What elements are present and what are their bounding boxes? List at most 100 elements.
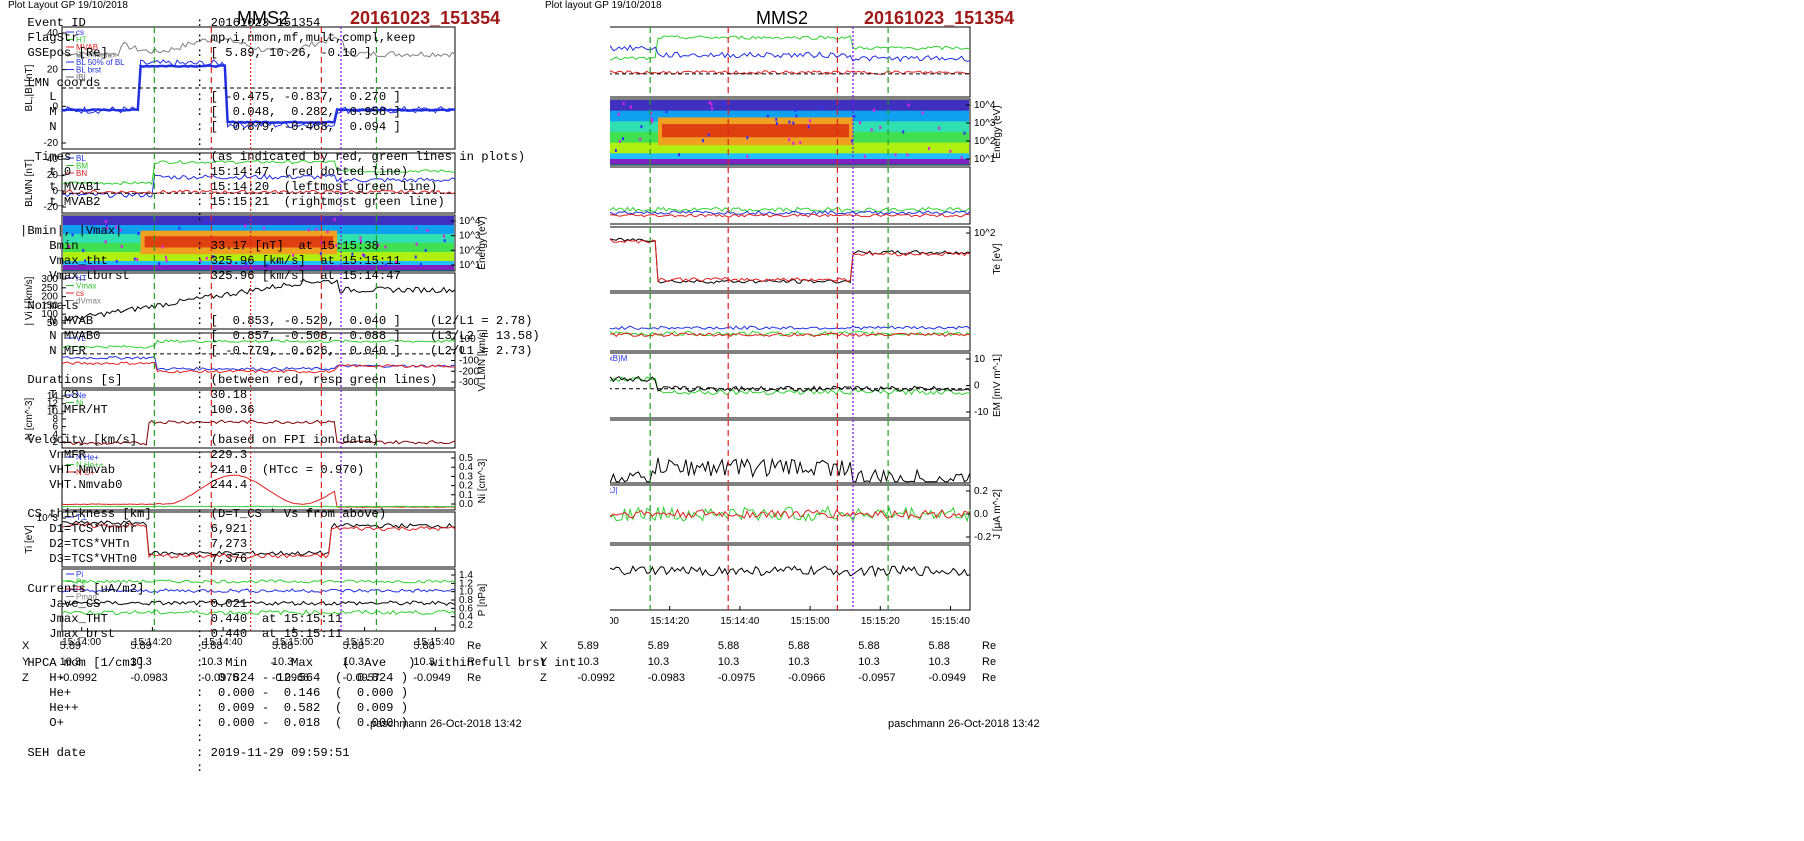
position-unit: Re: [467, 640, 482, 652]
panel-frame: [610, 292, 971, 352]
y-tick-label: -10: [974, 407, 989, 418]
x-tick-label: 15:14:00: [610, 616, 619, 627]
summary-value: : [ 0.048, 0.282, 0.958 ]: [196, 105, 401, 120]
y-axis-label: Ni [cm^-3]: [477, 458, 488, 503]
trace-line: [61, 278, 456, 322]
trace-line: [61, 579, 456, 584]
summary-row: Vmax_tburst: 325.96 [km/s] at 15:14:47: [20, 269, 576, 284]
x-tick-label: 15:15:40: [931, 616, 970, 627]
y-tick-label: 300: [41, 274, 58, 285]
trace-line: [610, 70, 971, 75]
position-value: 10.3: [271, 656, 294, 668]
y-axis-label: BLMN [nT]: [24, 159, 35, 207]
position-unit: Re: [982, 640, 997, 652]
legend-entry: BL: [76, 154, 86, 163]
spectrogram-speckle: [775, 122, 778, 126]
spectrogram-core-band: [662, 124, 849, 138]
summary-value: : [ -0.779, 0.626, 0.040 ] (L2/L1 = 2.73…: [196, 343, 533, 358]
legend-entry: |maxJ|: [610, 486, 617, 495]
summary-key: Event ID: [20, 16, 86, 30]
y-tick-label: 0.5: [459, 453, 473, 464]
y-tick-label: 0.2: [974, 486, 988, 497]
summary-key: t_0: [20, 164, 72, 179]
summary-value: : 7,376: [196, 552, 248, 567]
spectrogram-speckle: [863, 154, 866, 158]
legend-entry: Ni: [76, 399, 84, 408]
x-tick-label: 15:15:00: [274, 637, 313, 648]
trace-line: [610, 210, 971, 216]
trace-line: [610, 564, 971, 578]
spectrogram-band: [610, 142, 969, 154]
summary-key: N MFR: [20, 343, 86, 358]
spectrogram-speckle: [68, 244, 71, 248]
trace-line: [61, 419, 456, 446]
y-tick-label: 6: [52, 422, 58, 433]
spectrogram-speckle: [640, 125, 643, 129]
trace-line: [61, 609, 456, 616]
summary-value: : 7,273: [196, 537, 248, 552]
summary-value: : (as indicated by red, green lines in p…: [196, 150, 526, 165]
legend-entry: cs: [76, 289, 84, 298]
x-tick-label: 15:15:00: [791, 616, 830, 627]
summary-value: :: [196, 581, 204, 596]
spectrogram-speckle: [639, 137, 642, 141]
summary-key: LMN coords: [20, 75, 101, 90]
position-value: 5.88: [717, 640, 740, 652]
y-tick-label: 1.2: [459, 578, 473, 589]
summary-key: GSEpos [Re]: [20, 45, 108, 60]
summary-value: : [ 0.879, -0.468, 0.094 ]: [196, 120, 401, 135]
trace-line: [610, 35, 971, 61]
summary-value: : 20161023_151354: [196, 16, 321, 30]
position-value: 10.3: [717, 656, 740, 668]
spectrogram-speckle: [850, 139, 853, 143]
summary-key: Normals: [20, 298, 79, 313]
spectrogram-speckle: [245, 262, 248, 266]
spectrogram-speckle: [120, 244, 123, 248]
position-row-label: Y: [22, 656, 30, 668]
summary-row: :: [20, 567, 576, 582]
spectrogram-speckle: [617, 112, 620, 116]
summary-row: D3=TCS*VHTn0: 7,376: [20, 552, 576, 567]
left-plot-layout-label: Plot Layout GP 19/10/2018: [8, 0, 128, 11]
mid-plot-layout-label: Plot layout GP 19/10/2018: [545, 0, 662, 11]
y-tick-label: 12: [47, 399, 59, 410]
spectrogram-speckle: [902, 130, 905, 134]
position-value: 5.88: [342, 640, 365, 652]
summary-value: : 0.021: [196, 596, 248, 611]
spectrogram-speckle: [809, 119, 812, 123]
summary-value: : 325.96 [km/s] at 15:14:47: [196, 269, 401, 284]
y-axis-label: BL,|B| [nT]: [24, 64, 35, 111]
y-tick-label: 4: [52, 429, 58, 440]
spectrogram-speckle: [362, 253, 365, 257]
summary-row: :: [20, 731, 576, 746]
spectrogram-speckle: [894, 153, 897, 157]
spectrogram-speckle: [963, 131, 966, 135]
spectrogram-speckle: [292, 253, 295, 257]
position-value: 10.3: [413, 656, 435, 668]
y-tick-label: 20: [47, 65, 59, 76]
spectrogram-speckle: [651, 120, 654, 124]
position-value: 10.3: [647, 656, 670, 668]
spectrogram-speckle: [319, 252, 322, 256]
trace-line: [61, 36, 456, 58]
position-unit: Re: [467, 672, 482, 684]
spectrogram-speckle: [133, 257, 136, 261]
summary-value: : 241.0 (HTcc = 0.970): [196, 462, 365, 477]
summary-value: :: [196, 284, 204, 299]
summary-row: :: [20, 61, 576, 76]
position-value: -0.0966: [788, 672, 826, 684]
spectrogram-speckle: [104, 220, 107, 224]
trace-line: [610, 330, 971, 337]
left-position-table: X 5.89 5.89 5.88 5.88 5.88 5.88 Re Y 10.3 10.3 10.3…: [0, 640, 560, 700]
summary-row: Durations [s]: (between red, resp green …: [20, 373, 576, 388]
y-tick-label: -200: [459, 366, 479, 377]
y-tick-label: 10: [47, 406, 59, 417]
x-tick-label: 15:15:20: [861, 616, 900, 627]
